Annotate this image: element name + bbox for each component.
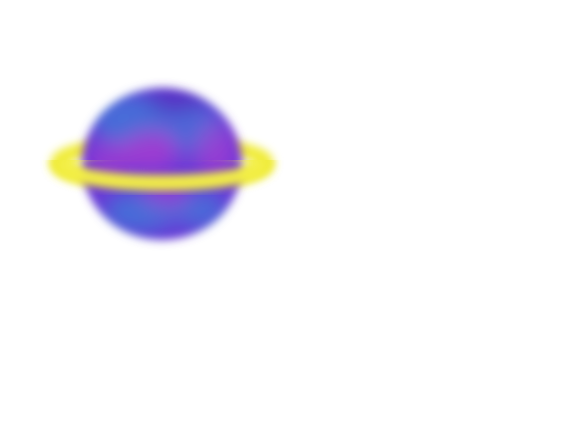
ring-highlight (62, 160, 262, 184)
planet-body (82, 87, 242, 240)
